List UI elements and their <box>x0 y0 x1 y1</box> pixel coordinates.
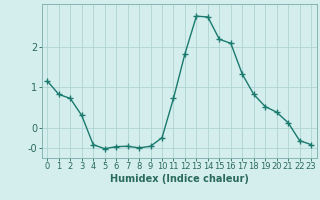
X-axis label: Humidex (Indice chaleur): Humidex (Indice chaleur) <box>110 174 249 184</box>
